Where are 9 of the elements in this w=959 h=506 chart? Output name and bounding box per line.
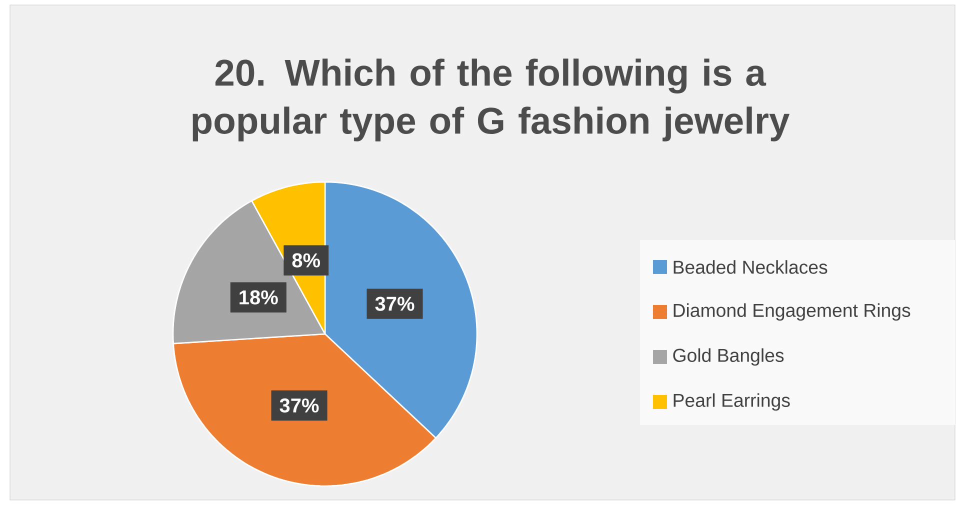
data-label: 8%	[292, 253, 320, 268]
legend-label: Pearl Earrings	[674, 393, 790, 411]
legend-label: Gold Bangles	[673, 348, 784, 366]
legend-label: Diamond Engagement Rings	[674, 303, 910, 321]
data-label: 18%	[240, 290, 278, 304]
legend-label: Beaded Necklaces	[674, 260, 828, 274]
data-label: 37%	[280, 398, 319, 413]
chart-title: 20. Which of the following is a popular type of G fashion jewelry	[192, 58, 790, 142]
data-label: 37%	[375, 296, 414, 311]
